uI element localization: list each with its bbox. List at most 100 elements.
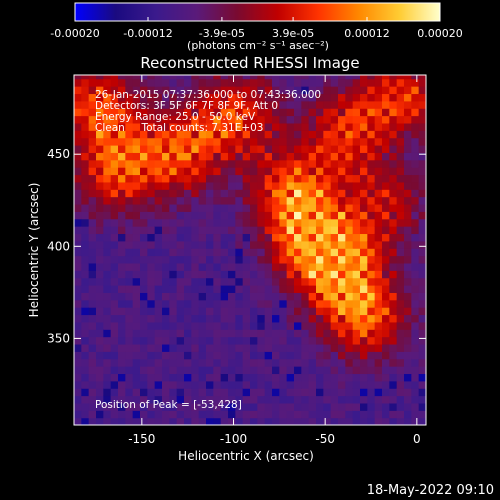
- heatmap-cell: [367, 181, 376, 190]
- heatmap-cell: [198, 380, 207, 389]
- heatmap-cell: [184, 343, 192, 352]
- heatmap-cell: [272, 336, 280, 345]
- heatmap-cell: [103, 211, 112, 220]
- heatmap-cell: [360, 248, 368, 257]
- heatmap-cell: [360, 211, 368, 220]
- heatmap-cell: [382, 167, 390, 176]
- heatmap-cell: [147, 203, 156, 212]
- heatmap-cell: [338, 78, 346, 87]
- heatmap-cell: [250, 130, 258, 139]
- heatmap-cell: [294, 167, 302, 176]
- heatmap-cell: [242, 196, 251, 205]
- peak-position-label: Position of Peak = [-53,428]: [95, 399, 242, 411]
- heatmap-cell: [279, 218, 288, 227]
- heatmap-cell: [154, 181, 163, 190]
- heatmap-cell: [242, 130, 251, 139]
- heatmap-cell: [81, 248, 90, 257]
- heatmap-cell: [338, 203, 346, 212]
- heatmap-cell: [228, 86, 236, 95]
- heatmap-cell: [110, 137, 119, 146]
- heatmap-cell: [132, 174, 141, 183]
- heatmap-cell: [301, 130, 310, 139]
- heatmap-cell: [213, 336, 222, 345]
- heatmap-cell: [396, 226, 405, 235]
- heatmap-cell: [74, 417, 82, 425]
- heatmap-cell: [316, 218, 324, 227]
- heatmap-cell: [396, 100, 405, 109]
- heatmap-cell: [308, 211, 317, 220]
- heatmap-cell: [147, 226, 156, 235]
- heatmap-cell: [272, 211, 280, 220]
- heatmap-cell: [382, 314, 390, 323]
- heatmap-cell: [96, 255, 104, 264]
- heatmap-cell: [191, 159, 200, 168]
- heatmap-cell: [242, 137, 251, 146]
- heatmap-cell: [308, 75, 317, 80]
- heatmap-cell: [316, 86, 324, 95]
- heatmap-cell: [162, 262, 170, 271]
- heatmap-cell: [191, 78, 200, 87]
- heatmap-cell: [88, 167, 97, 176]
- heatmap-cell: [125, 380, 134, 389]
- heatmap-cell: [382, 417, 390, 425]
- heatmap-cell: [316, 78, 324, 87]
- heatmap-cell: [242, 402, 251, 411]
- heatmap-cell: [286, 410, 295, 419]
- heatmap-cell: [191, 122, 200, 131]
- heatmap-cell: [294, 196, 302, 205]
- heatmap-cell: [242, 262, 251, 271]
- heatmap-cell: [250, 395, 258, 404]
- heatmap-cell: [103, 248, 112, 257]
- heatmap-cell: [323, 402, 332, 411]
- heatmap-cell: [294, 410, 302, 419]
- heatmap-cell: [257, 159, 266, 168]
- heatmap-cell: [264, 233, 273, 242]
- heatmap-cell: [213, 78, 222, 87]
- heatmap-cell: [389, 233, 398, 242]
- heatmap-cell: [154, 277, 163, 286]
- heatmap-cell: [389, 351, 398, 360]
- heatmap-cell: [330, 417, 339, 425]
- heatmap-cell: [125, 248, 134, 257]
- heatmap-cell: [418, 196, 426, 205]
- heatmap-cell: [250, 388, 258, 397]
- heatmap-cell: [360, 130, 368, 139]
- heatmap-cell: [272, 100, 280, 109]
- heatmap-cell: [294, 351, 302, 360]
- heatmap-cell: [220, 226, 229, 235]
- heatmap-cell: [88, 307, 97, 316]
- heatmap-cell: [301, 314, 310, 323]
- heatmap-cell: [264, 417, 273, 425]
- heatmap-cell: [103, 410, 112, 419]
- heatmap-cell: [242, 314, 251, 323]
- heatmap-cell: [330, 100, 339, 109]
- heatmap-cell: [88, 115, 97, 124]
- heatmap-cell: [352, 314, 361, 323]
- heatmap-cell: [125, 388, 134, 397]
- heatmap-cell: [220, 314, 229, 323]
- heatmap-cell: [132, 351, 141, 360]
- heatmap-cell: [374, 203, 383, 212]
- heatmap-cell: [242, 343, 251, 352]
- heatmap-cell: [330, 358, 339, 367]
- heatmap-cell: [140, 314, 148, 323]
- heatmap-cell: [294, 93, 302, 102]
- heatmap-cell: [316, 196, 324, 205]
- heatmap-cell: [404, 108, 412, 117]
- heatmap-cell: [396, 218, 405, 227]
- heatmap-cell: [330, 189, 339, 198]
- heatmap-cell: [404, 218, 412, 227]
- heatmap-cell: [154, 307, 163, 316]
- heatmap-cell: [323, 115, 332, 124]
- heatmap-cell: [242, 248, 251, 257]
- heatmap-cell: [88, 248, 97, 257]
- heatmap-cell: [389, 122, 398, 131]
- heatmap-cell: [286, 167, 295, 176]
- heatmap-cell: [125, 115, 134, 124]
- heatmap-cell: [213, 240, 222, 249]
- heatmap-cell: [176, 75, 185, 80]
- heatmap-cell: [264, 203, 273, 212]
- heatmap-cell: [323, 395, 332, 404]
- heatmap-cell: [308, 189, 317, 198]
- heatmap-cell: [382, 218, 390, 227]
